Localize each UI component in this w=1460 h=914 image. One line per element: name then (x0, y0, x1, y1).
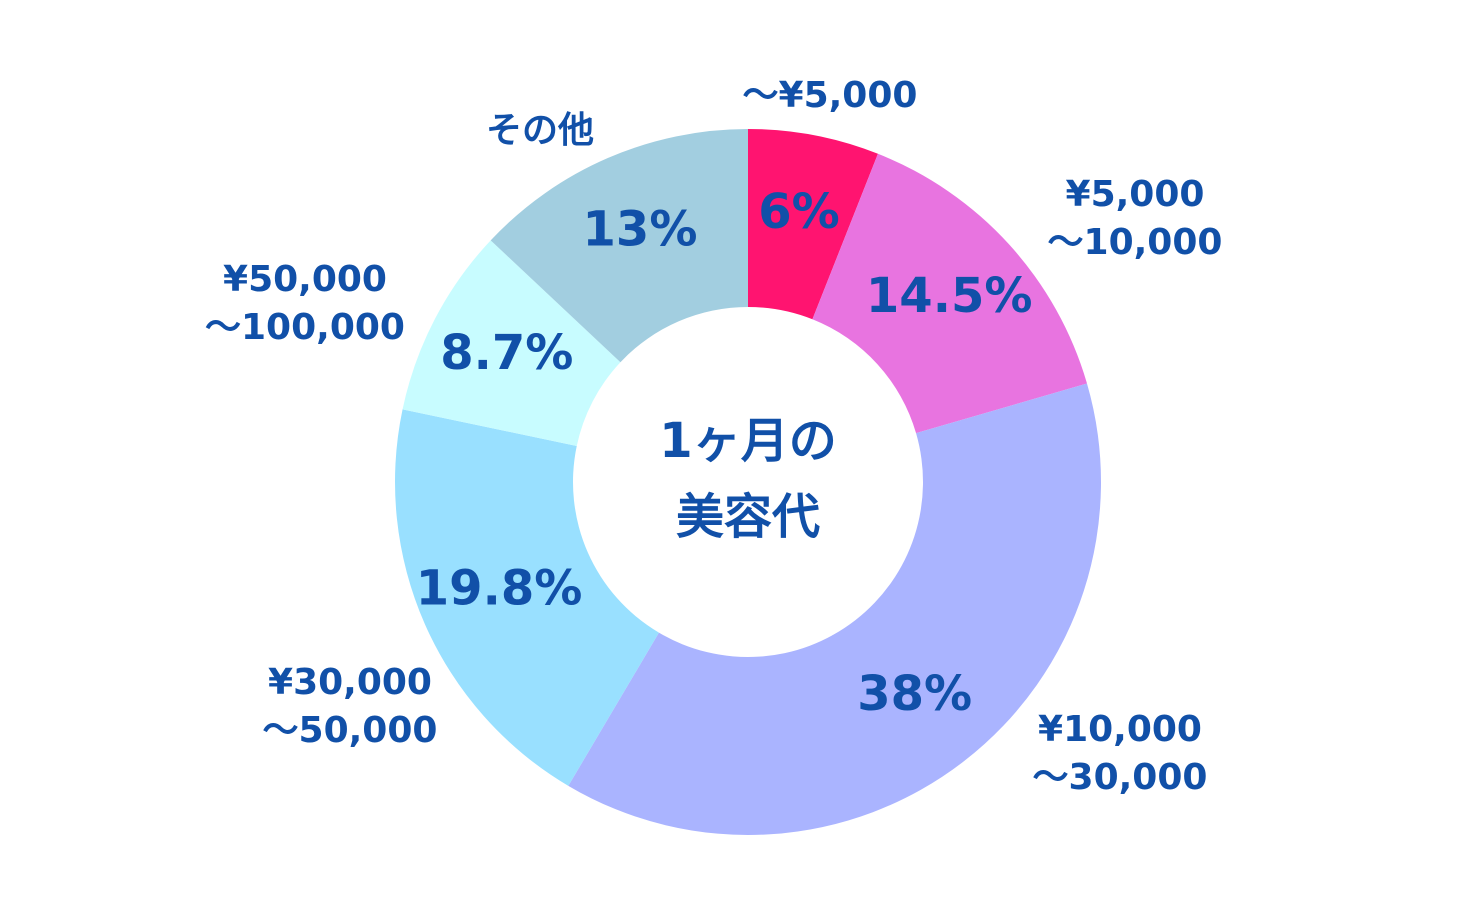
value-label: 6% (758, 184, 840, 240)
slice (748, 129, 878, 320)
category-label: その他 (486, 110, 594, 151)
value-label: 8.7% (440, 325, 573, 381)
value-label: 38% (857, 666, 972, 722)
value-label: 19.8% (416, 561, 583, 617)
category-label: ¥5,000 ～10,000 (1048, 174, 1223, 263)
value-label: 14.5% (866, 268, 1033, 324)
slices (395, 129, 1101, 835)
slice (395, 409, 659, 786)
slice (568, 383, 1101, 835)
slice (402, 240, 621, 446)
chart-title: 1ヶ月の美容代 (659, 413, 836, 545)
category-label: ¥50,000 ～100,000 (205, 259, 405, 348)
slice (812, 153, 1087, 434)
value-label: 13% (583, 201, 698, 257)
category-label: ～¥5,000 (743, 75, 918, 116)
slice (490, 129, 748, 363)
category-label: ¥10,000 ～30,000 (1033, 709, 1208, 798)
category-label: ¥30,000 ～50,000 (263, 662, 438, 751)
